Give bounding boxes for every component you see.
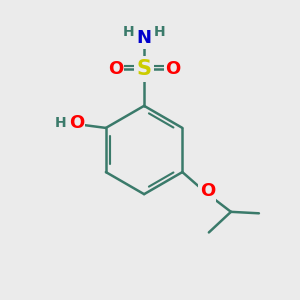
Text: O: O <box>165 60 181 78</box>
Text: H: H <box>123 25 135 39</box>
Text: O: O <box>69 115 84 133</box>
Text: H: H <box>55 116 67 130</box>
Text: O: O <box>200 182 215 200</box>
Text: S: S <box>136 59 152 79</box>
Text: H: H <box>154 25 165 39</box>
Text: O: O <box>108 60 123 78</box>
Text: N: N <box>136 29 152 47</box>
